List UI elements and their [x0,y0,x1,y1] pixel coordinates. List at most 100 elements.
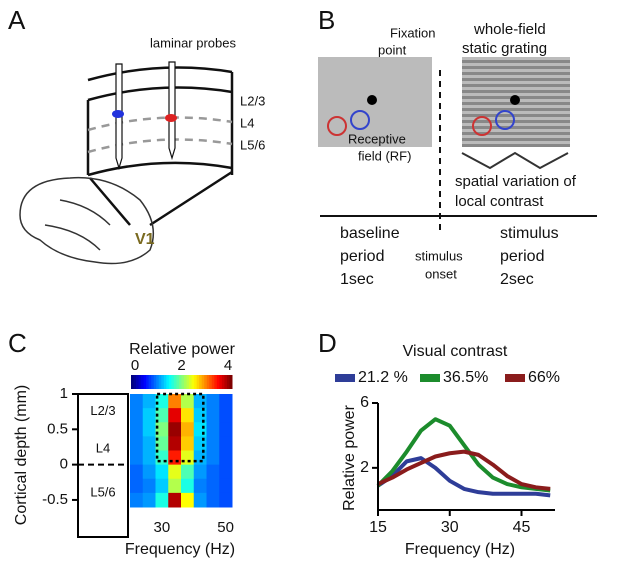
grating-label: whole-field [473,21,546,38]
colorbar-step [211,375,215,389]
fixation-label: Fixation [390,25,436,40]
heat-cell [193,450,207,466]
colorbar-step [151,375,155,389]
colorbar-step [153,375,157,389]
colorbar-step [184,375,188,389]
stimulus-label: 2sec [500,271,534,288]
series-line [377,449,551,491]
colorbar-step [229,375,233,389]
x-axis-title: Frequency (Hz) [125,541,235,558]
colorbar-step [141,375,145,389]
colorbar-step [163,375,167,389]
heat-cell [155,422,169,437]
colorbar-step [196,375,200,389]
heat-cell [142,450,156,466]
colorbar-step [136,375,140,389]
heat-cell [206,394,220,409]
heat-cell [206,422,220,437]
colorbar-step [131,375,135,389]
colorbar-step [189,375,193,389]
heat-cell [219,436,233,451]
heat-cell [181,422,195,437]
heat-cell [142,492,156,508]
heat-cell [130,492,144,508]
heat-cell [181,436,195,451]
colorbar-step [178,375,182,389]
panel-label: D [318,328,337,358]
heat-cell [168,394,182,409]
heat-cell [181,408,195,423]
heat-cell [168,478,182,494]
colorbar-step [204,375,208,389]
colorbar-step [148,375,152,389]
baseline-label: period [340,248,384,265]
colorbar-step [226,375,230,389]
series-line [376,417,551,493]
heat-cell [193,422,207,437]
y-tick-label: 6 [360,394,369,411]
legend-label: 36.5% [443,369,488,386]
colorbar-step [194,375,198,389]
contrast-label: local contrast [455,193,544,210]
y-tick-label: 2 [360,459,369,476]
colorbar-step [206,375,210,389]
probes [112,61,177,171]
heat-cell [168,492,182,508]
contrast-label: spatial variation of [455,173,577,190]
layer-label: L2/3 [240,93,265,108]
x-axis-title: Frequency (Hz) [405,541,515,558]
heat-cell [206,478,220,494]
heat-cell [206,408,220,423]
layer-label: L4 [240,115,254,130]
brain-outline [19,176,155,265]
colorbar-step [166,375,170,389]
heat-cell [130,394,144,409]
fixation-label: point [378,42,407,57]
roi-box [155,392,205,463]
legend-title: Visual contrast [403,343,508,360]
colorbar-step [158,375,162,389]
heat-cell [219,408,233,423]
heat-cell [142,478,156,494]
legend-swatch [335,374,355,382]
y-tick-label: 1 [60,385,68,402]
heat-cell [130,436,144,451]
colorbar-step [133,375,137,389]
heat-cell [181,492,195,508]
colorbar-step [156,375,160,389]
heat-cell [142,422,156,437]
heat-cell [193,478,207,494]
layer-label: L5/6 [240,137,265,152]
colorbar-step [143,375,147,389]
heat-cell [155,408,169,423]
colorbar-step [216,375,220,389]
colorbar-step [219,375,223,389]
heat-cell [142,464,156,480]
heat-cell [181,394,195,409]
baseline-label: 1sec [340,271,374,288]
layer-label: L4 [96,441,110,456]
legend-label: 66% [528,369,560,386]
colorbar-step [168,375,172,389]
x-tick-label: 30 [441,519,459,536]
heat-cell [193,492,207,508]
onset-label: onset [425,266,457,281]
legend-swatch [420,374,440,382]
heat-cell [181,464,195,480]
heat-cell [206,492,220,508]
heat-cell [168,408,182,423]
colorbar-tick-label: 4 [224,357,232,374]
layer-label: L2/3 [90,403,115,418]
legend-label: 21.2 % [358,369,408,386]
heat-cell [155,464,169,480]
heat-cell [193,464,207,480]
x-tick-label: 45 [513,519,531,536]
panel-label: B [318,5,335,35]
series-line [376,456,551,498]
heat-cell [168,464,182,480]
colorbar-step [173,375,177,389]
heat-cell [168,422,182,437]
heat-cell [168,450,182,466]
heat-cell [155,478,169,494]
y-tick-label: 0.5 [47,420,68,437]
